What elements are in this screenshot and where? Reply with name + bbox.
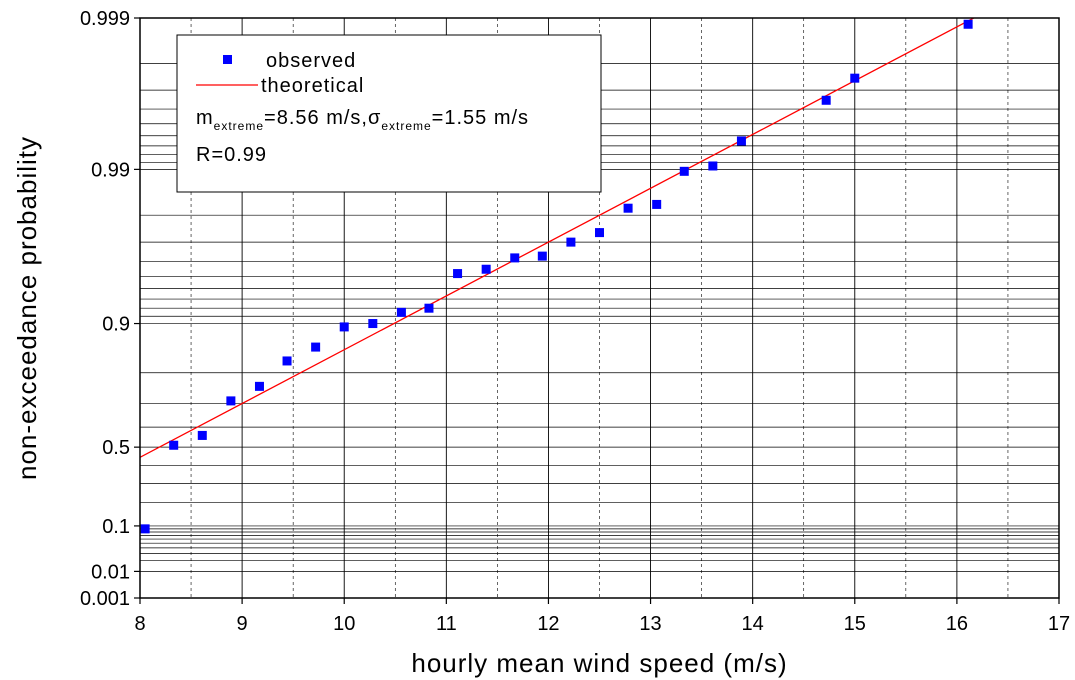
observed-point	[254, 381, 264, 391]
observed-point	[311, 342, 321, 352]
m-subscript: extreme	[214, 119, 264, 133]
observed-point	[424, 303, 434, 313]
observed-point	[396, 307, 406, 317]
observed-point	[537, 251, 547, 261]
y-tick-label: 0.5	[102, 437, 130, 459]
y-tick-label: 0.01	[91, 561, 130, 583]
x-tick-label: 10	[333, 613, 355, 635]
observed-point	[169, 440, 179, 450]
observed-point	[368, 319, 378, 329]
x-tick-label: 8	[134, 613, 145, 635]
x-tick-label: 12	[537, 613, 559, 635]
x-tick-label: 9	[237, 613, 248, 635]
observed-point	[226, 396, 236, 406]
y-tick-label: 0.1	[102, 516, 130, 538]
observed-markers-layer	[140, 19, 973, 534]
observed-point	[850, 73, 860, 83]
legend-correlation: R=0.99	[196, 144, 267, 166]
theoretical-line	[140, 18, 976, 458]
legend: observed theoretical mextreme=8.56 m/s,σ…	[176, 34, 602, 193]
y-tick-label: 0.99	[91, 159, 130, 181]
y-axis-title: non-exceedance probability	[12, 136, 42, 480]
observed-point	[339, 322, 349, 332]
theoretical-line-layer	[140, 18, 976, 458]
y-tick-label: 0.999	[80, 8, 130, 30]
plot-frame	[139, 17, 1060, 599]
observed-point	[510, 253, 520, 263]
observed-point	[595, 228, 604, 238]
observed-point	[481, 264, 491, 274]
x-tick-label: 17	[1048, 613, 1070, 635]
observed-point	[623, 203, 633, 213]
x-tick-label: 11	[436, 613, 457, 635]
x-tick-label: 13	[639, 613, 661, 635]
legend-observed-label: observed	[266, 50, 356, 72]
x-tick-label: 15	[844, 613, 866, 635]
observed-point	[140, 524, 150, 534]
legend-theoretical-label: theoretical	[261, 75, 364, 97]
sigma-value: =1.55 m/s	[432, 107, 529, 129]
observed-point	[821, 95, 831, 105]
observed-point	[566, 237, 576, 247]
observed-point	[679, 166, 689, 176]
y-tick-label: 0.9	[102, 314, 130, 336]
y-tick-label: 0.001	[80, 588, 130, 610]
observed-point	[963, 19, 973, 29]
observed-point	[736, 136, 746, 146]
x-axis-title: hourly mean wind speed (m/s)	[411, 648, 787, 678]
observed-point	[453, 269, 463, 279]
axis-ticks: 8 9 10 11 12 13 14 15 16 17 0.001 0.01 0.1 0.5 0.9 0.99…	[80, 8, 1070, 635]
observed-point	[652, 199, 662, 209]
legend-observed-marker	[223, 55, 232, 64]
observed-point	[708, 161, 718, 171]
m-symbol: m	[196, 107, 214, 129]
observed-point	[197, 430, 207, 440]
sigma-subscript: extreme	[381, 119, 431, 133]
legend-parameters: mextreme=8.56 m/s,σextreme=1.55 m/s	[196, 107, 529, 133]
legend-box	[176, 34, 602, 193]
sigma-symbol: σ	[368, 107, 381, 129]
x-tick-label: 14	[742, 613, 764, 635]
x-tick-label: 16	[946, 613, 968, 635]
m-value: =8.56 m/s,	[264, 107, 368, 129]
observed-point	[282, 356, 292, 366]
